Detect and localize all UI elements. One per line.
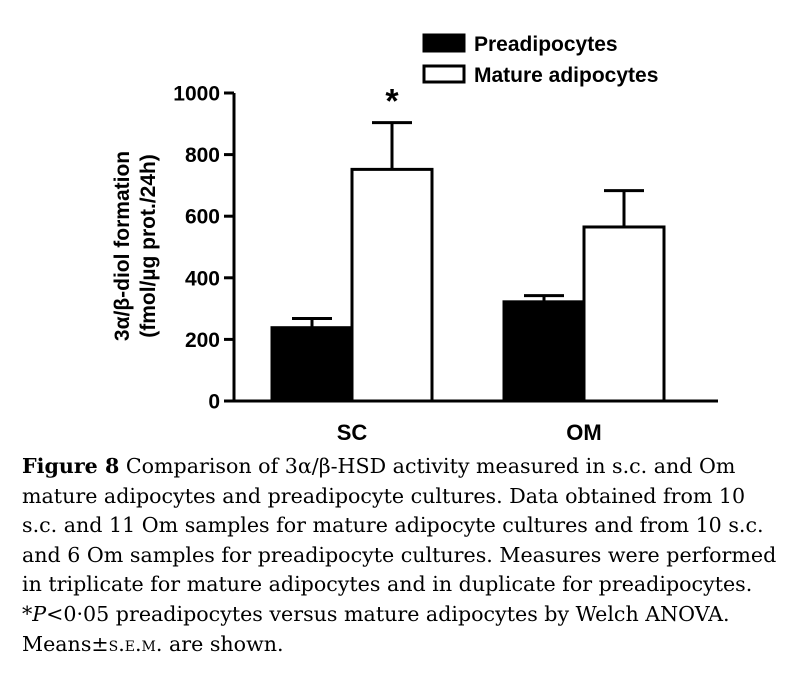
y-tick-label: 600: [185, 206, 220, 229]
bar-om-preadipocytes: [502, 300, 586, 403]
x-axis: SC OM: [234, 399, 718, 445]
legend-label: Mature adipocytes: [474, 64, 658, 87]
y-tick-label: 800: [185, 144, 220, 167]
y-axis-label-line2: (fmol/µg prot./24h): [137, 154, 160, 338]
y-tick-label: 200: [185, 329, 220, 352]
legend-label: Preadipocytes: [474, 33, 618, 56]
x-category-label: OM: [566, 420, 601, 445]
bar-om-mature-adipocytes: [582, 225, 666, 403]
legend: Preadipocytes Mature adipocytes: [422, 33, 658, 87]
bar-sc-mature-adipocytes: [350, 167, 434, 403]
caption-text-2: <0·05 preadipocytes versus mature adipoc…: [22, 601, 730, 656]
y-tick-label: 400: [185, 267, 220, 290]
legend-swatch: [422, 33, 466, 53]
y-tick-label: 0: [208, 391, 220, 414]
caption-label: Figure 8: [22, 454, 120, 478]
x-category-label: SC: [337, 420, 368, 445]
y-axis: 0 200 400 600 800 1000: [173, 83, 236, 414]
caption-p-symbol: P: [32, 601, 47, 626]
bar-sc-preadipocytes: [270, 326, 354, 403]
y-axis-label-line1: 3α/β-diol formation: [111, 151, 134, 341]
caption-sem: s.e.m.: [108, 631, 163, 656]
significance-marker: *: [385, 83, 399, 121]
figure-caption: Figure 8 Comparison of 3α/β-HSD activity…: [22, 452, 782, 659]
bar-chart: Preadipocytes Mature adipocytes 3α/β-diol…: [111, 33, 718, 445]
legend-swatch: [422, 64, 466, 84]
caption-text-3: are shown.: [162, 631, 284, 656]
bars: *: [270, 83, 666, 403]
caption-text-1: Comparison of 3α/β-HSD activity measured…: [22, 454, 777, 626]
y-tick-label: 1000: [173, 83, 220, 106]
